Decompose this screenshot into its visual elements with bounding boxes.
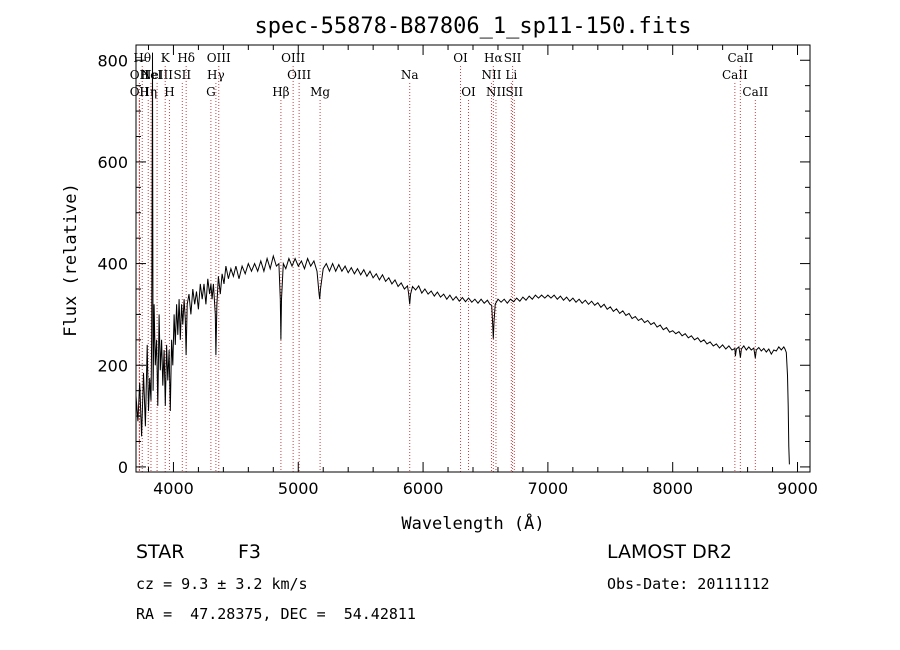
x-tick-label: 8000: [652, 479, 693, 498]
line-marker-label: OII: [130, 68, 150, 82]
line-marker-label: SII: [173, 68, 191, 82]
y-tick-label: 400: [97, 255, 128, 274]
line-marker-label: Hβ: [272, 85, 289, 99]
line-marker-label: OI: [461, 85, 476, 99]
line-marker-label: CaII: [722, 68, 748, 82]
line-marker-label: SII: [504, 51, 522, 65]
x-tick-label: 6000: [403, 479, 444, 498]
x-tick-label: 5000: [278, 479, 319, 498]
line-marker-label: H: [164, 85, 174, 99]
line-marker-label: Hα: [484, 51, 503, 65]
line-marker-label: NII: [486, 85, 506, 99]
line-marker-label: OIII: [207, 51, 231, 65]
x-tick-label: 4000: [153, 479, 194, 498]
x-tick-label: 7000: [528, 479, 569, 498]
spectrum-series-line: [135, 52, 790, 465]
line-marker-label: HeI: [140, 68, 163, 82]
line-marker-label: Na: [401, 68, 419, 82]
y-tick-label: 0: [118, 458, 128, 477]
line-marker-label: Li: [505, 68, 517, 82]
survey-name: LAMOST DR2: [607, 541, 732, 563]
line-marker-label: Hγ: [207, 68, 225, 82]
axes: 4000 5000 6000 7000 8000 9000 0 200 400 600 800: [97, 44, 818, 498]
line-marker-label: NeIII: [141, 68, 173, 82]
line-marker-label: CaII: [742, 85, 768, 99]
y-tick-label: 600: [97, 153, 128, 172]
line-marker-label: SII: [505, 85, 523, 99]
line-marker-label: G: [206, 85, 216, 99]
chart-title: spec-55878-B87806_1_sp11-150.fits: [254, 14, 691, 39]
line-marker-label: Hθ: [133, 51, 151, 65]
line-marker-label: OII: [130, 85, 150, 99]
object-subclass: F3: [238, 541, 262, 563]
y-tick-label: 200: [97, 356, 128, 375]
line-marker-label: Hη: [139, 85, 157, 99]
object-class: STAR: [136, 541, 185, 563]
line-marker-label: Hδ: [177, 51, 195, 65]
redshift-value: cz = 9.3 ± 3.2 km/s: [136, 575, 308, 593]
sky-coordinates: RA = 47.28375, DEC = 54.42811: [136, 605, 416, 623]
observation-date: Obs-Date: 20111112: [607, 575, 770, 593]
line-marker-label: K: [161, 51, 171, 65]
line-marker-label: CaII: [727, 51, 753, 65]
line-marker-label: OI: [453, 51, 468, 65]
y-axis-label: Flux (relative): [61, 183, 81, 337]
line-marker-label: NII: [481, 68, 501, 82]
line-marker-label: Mg: [310, 85, 330, 99]
x-tick-label: 9000: [777, 479, 818, 498]
x-axis-label: Wavelength (Å): [401, 512, 544, 534]
plot-frame: [135, 44, 811, 473]
line-marker-label: OIII: [287, 68, 311, 82]
line-marker-label: OIII: [281, 51, 305, 65]
y-tick-label: 800: [97, 51, 128, 70]
